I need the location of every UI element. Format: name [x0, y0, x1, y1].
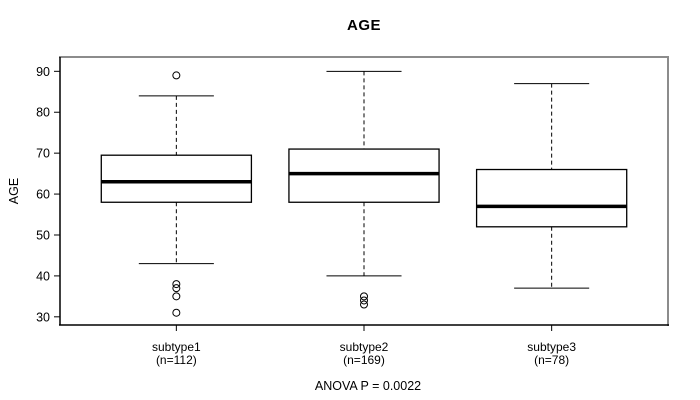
group-label: subtype1	[152, 340, 201, 354]
group-label: subtype2	[340, 340, 389, 354]
outlier-point	[172, 280, 181, 289]
outlier-point	[360, 292, 368, 301]
group-n-label: (n=112)	[156, 353, 197, 367]
outlier-point	[172, 308, 181, 317]
y-tick-label: 40	[36, 269, 50, 283]
outlier-point	[172, 284, 181, 293]
y-tick-label: 50	[36, 228, 50, 242]
iqr-box	[288, 148, 440, 203]
y-tick-label: 70	[36, 147, 50, 161]
group-n-label: (n=78)	[534, 353, 569, 367]
y-tick-label: 80	[36, 106, 50, 120]
outlier-point	[360, 296, 368, 305]
chart-title: AGE	[346, 17, 381, 34]
group-n-label: (n=169)	[343, 353, 385, 367]
outlier-point	[172, 292, 181, 301]
y-tick-label: 30	[36, 310, 50, 324]
group-label: subtype3	[527, 340, 576, 354]
outlier-point	[172, 71, 181, 80]
iqr-box	[475, 168, 628, 228]
iqr-box	[100, 154, 253, 203]
y-tick-label: 90	[36, 65, 50, 79]
anova-annotation: ANOVA P = 0.0022	[314, 379, 422, 393]
y-tick-label: 60	[36, 188, 50, 202]
outlier-point	[360, 300, 368, 309]
